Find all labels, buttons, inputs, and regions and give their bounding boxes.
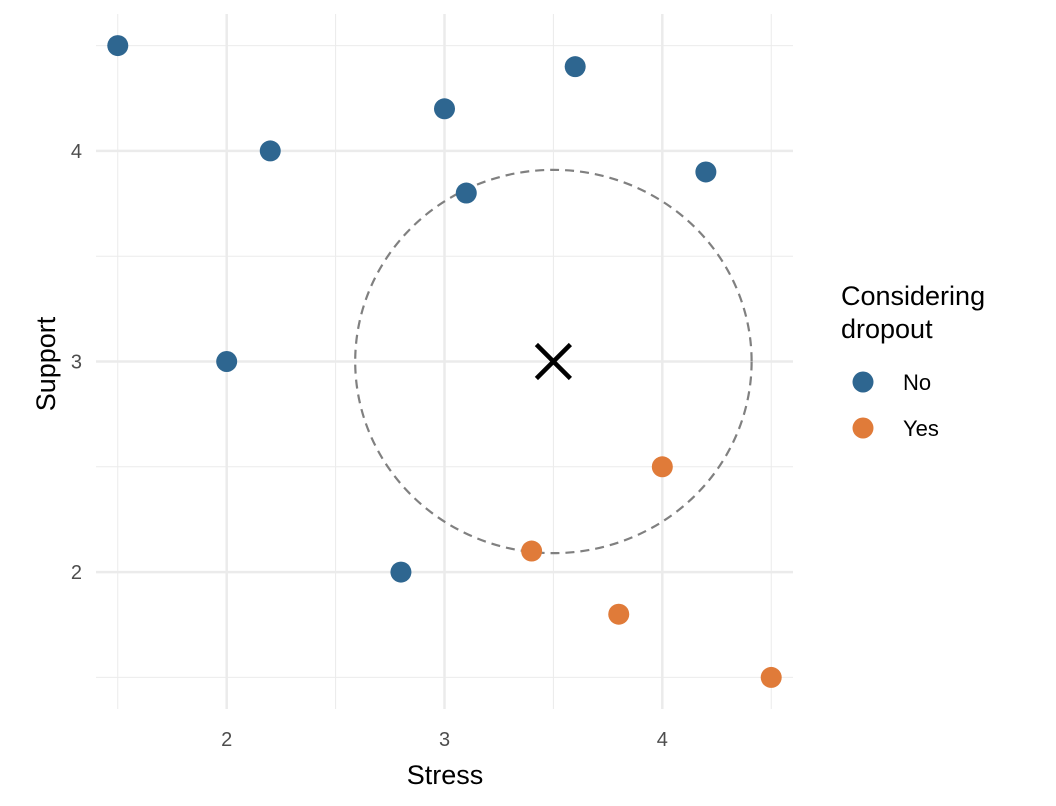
legend-item-no: No [852, 370, 931, 395]
legend-key-yes [852, 417, 874, 439]
x-tick-label: 3 [439, 729, 450, 751]
x-axis-title: Stress [407, 760, 484, 790]
y-tick-labels: 2 3 4 [71, 141, 82, 584]
legend-key-no [852, 371, 874, 393]
legend-item-yes: Yes [852, 416, 939, 441]
data-point-yes [760, 666, 782, 688]
data-point-no [390, 561, 412, 583]
y-axis-title: Support [31, 316, 61, 411]
legend-items: No Yes [852, 370, 939, 441]
data-point-yes [521, 540, 543, 562]
data-point-no [259, 140, 281, 162]
data-point-no [564, 56, 586, 78]
legend-title-line-1: Considering [841, 281, 985, 311]
x-tick-label: 4 [657, 729, 668, 751]
data-point-no [107, 35, 129, 57]
data-point-yes [651, 456, 673, 478]
legend-title-line-2: dropout [841, 314, 933, 344]
data-points [107, 35, 782, 688]
annotations [354, 168, 753, 555]
data-point-no [216, 351, 238, 372]
data-point-no [434, 98, 455, 120]
legend: Considering dropout No Yes [841, 281, 985, 441]
y-tick-label: 3 [71, 352, 82, 374]
x-marker-stroke-2 [534, 342, 572, 381]
neighborhood-circle [354, 168, 753, 555]
data-point-yes [608, 603, 630, 625]
data-point-no [455, 182, 477, 204]
y-tick-label: 2 [71, 562, 82, 584]
legend-label-yes: Yes [903, 416, 939, 441]
new-point-x-marker [534, 342, 572, 381]
y-tick-label: 4 [71, 141, 82, 163]
legend-label-no: No [903, 370, 931, 395]
data-point-no [695, 161, 717, 183]
x-tick-label: 2 [221, 729, 232, 751]
x-tick-labels: 2 3 4 [221, 729, 668, 751]
